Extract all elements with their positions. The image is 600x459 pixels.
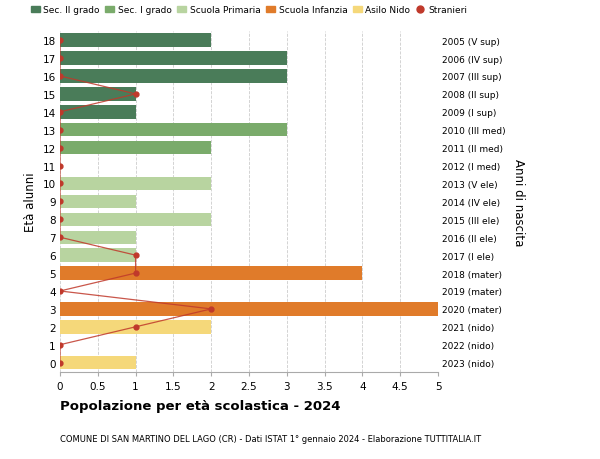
Bar (60, 52, 287, 66)
Bar (60, 320, 211, 334)
Y-axis label: Età alunni: Età alunni (24, 172, 37, 232)
Text: Popolazione per età scolastica - 2024: Popolazione per età scolastica - 2024 (60, 399, 341, 412)
Bar (60, 34, 211, 48)
Bar (60, 302, 438, 316)
Bar (60, 249, 136, 262)
Bar (60, 356, 136, 369)
Bar (60, 267, 362, 280)
Bar (60, 106, 136, 119)
Text: COMUNE DI SAN MARTINO DEL LAGO (CR) - Dati ISTAT 1° gennaio 2024 - Elaborazione : COMUNE DI SAN MARTINO DEL LAGO (CR) - Da… (60, 434, 481, 443)
Bar (60, 124, 287, 137)
Bar (60, 142, 211, 155)
Bar (60, 231, 136, 244)
Bar (60, 213, 211, 227)
Bar (60, 177, 211, 191)
Bar (60, 195, 136, 209)
Bar (60, 70, 287, 84)
Bar (60, 88, 136, 101)
Y-axis label: Anni di nascita: Anni di nascita (512, 158, 525, 246)
Legend: Sec. II grado, Sec. I grado, Scuola Primaria, Scuola Infanzia, Asilo Nido, Stran: Sec. II grado, Sec. I grado, Scuola Prim… (27, 3, 471, 19)
